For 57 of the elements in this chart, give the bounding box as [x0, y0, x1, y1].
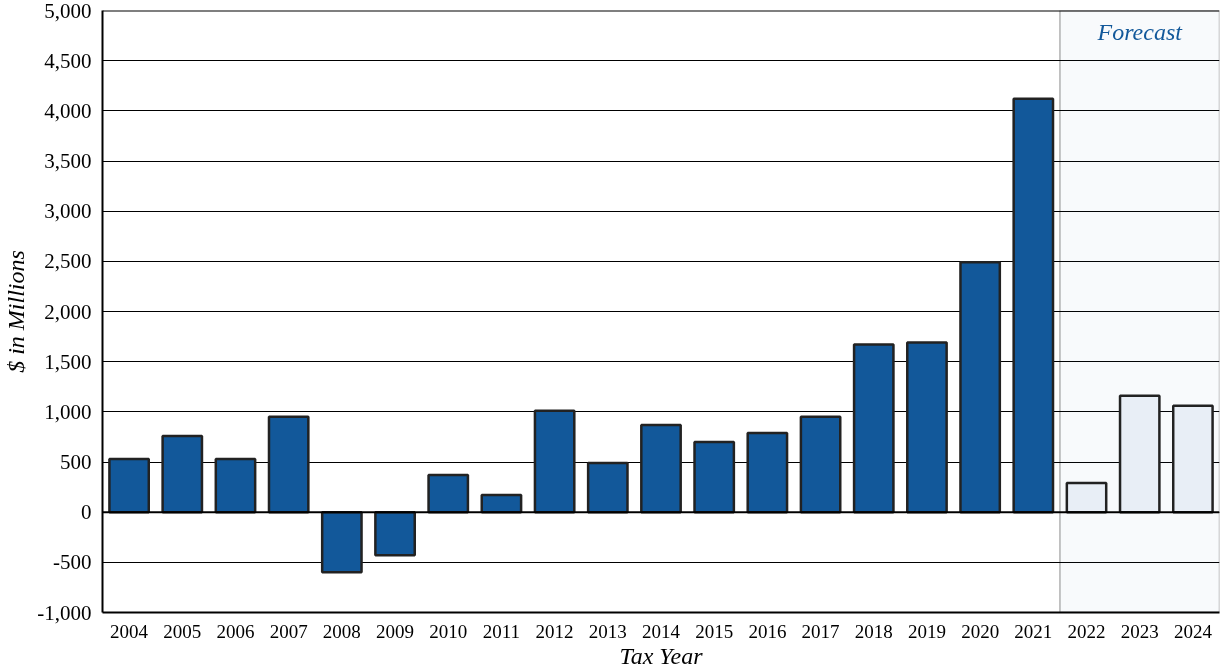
bar: [108, 457, 151, 514]
bar: [161, 434, 204, 514]
y-tick-label: 500: [60, 450, 92, 474]
x-tick-label: 2008: [322, 620, 361, 642]
y-tick-label: 4,500: [44, 48, 92, 73]
y-tick-label: 4,000: [44, 98, 92, 123]
x-tick-label: 2007: [269, 620, 308, 642]
bar: [746, 431, 789, 514]
x-tick-label: 2020: [961, 620, 1000, 642]
y-axis-title: $ in Millions: [3, 250, 30, 373]
x-tick-label: 2015: [695, 620, 734, 642]
y-tick-label: 5,000: [44, 0, 92, 23]
x-tick-label: 2016: [748, 620, 787, 642]
bar: [852, 343, 895, 514]
y-tick-label: 1,000: [44, 399, 92, 424]
x-tick-label: 2024: [1173, 620, 1213, 642]
x-tick-label: 2022: [1067, 620, 1106, 642]
bar: [533, 409, 576, 514]
y-tick-label: 3,500: [44, 149, 92, 173]
x-tick-label: 2017: [801, 620, 840, 642]
x-tick-label: 2012: [535, 620, 574, 642]
x-tick-label: 2021: [1014, 620, 1053, 642]
bar: [1118, 394, 1161, 514]
x-tick-label: 2009: [376, 620, 415, 642]
bar: [799, 415, 842, 514]
bar: [906, 341, 948, 514]
y-tick-label: -1,000: [37, 600, 92, 625]
y-tick-label: 0: [81, 500, 92, 525]
y-tick-label: -500: [53, 550, 92, 575]
bar: [586, 461, 629, 514]
bar: [959, 261, 1002, 514]
bar: [374, 510, 416, 557]
x-tick-label: 2013: [588, 620, 627, 642]
bar: [320, 510, 363, 574]
x-tick-label: 2014: [642, 620, 681, 642]
x-tick-label: 2018: [854, 620, 893, 642]
bar: [1065, 481, 1108, 514]
y-tick-label: 2,500: [44, 249, 92, 274]
y-tick-label: 2,000: [44, 299, 92, 324]
y-tick-label: 3,000: [44, 199, 92, 224]
x-tick-label: 2004: [110, 620, 149, 642]
x-tick-label: 2011: [482, 620, 521, 642]
x-tick-label: 2010: [429, 620, 468, 642]
y-tick-label: 1,500: [44, 349, 92, 374]
bar: [693, 440, 736, 514]
x-tick-label: 2005: [163, 620, 202, 642]
x-tick-label: 2023: [1120, 620, 1159, 642]
x-tick-label: 2006: [216, 620, 255, 642]
bar: [640, 423, 682, 514]
bar: [1012, 97, 1055, 514]
bar: [427, 473, 470, 514]
x-axis-title: Tax Year: [619, 642, 704, 669]
bar: [1171, 404, 1214, 514]
bar: [267, 415, 310, 514]
bar: [214, 457, 257, 514]
x-tick-label: 2019: [907, 620, 946, 642]
band-label: Forecast: [1096, 18, 1184, 45]
